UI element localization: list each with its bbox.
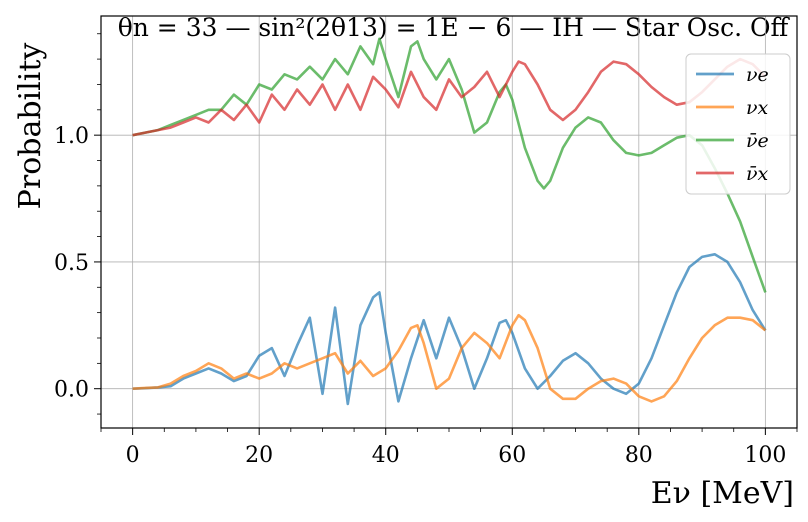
y-tick-label: 0.5 [54, 251, 89, 276]
legend: νe νx ν̄e ν̄x [685, 53, 791, 195]
legend-label: νe [746, 64, 769, 86]
x-tick-label: 0 [126, 443, 140, 468]
legend-label: νx [746, 97, 769, 119]
legend-label: ν̄x [746, 163, 769, 185]
x-tick-label: 100 [744, 443, 786, 468]
series-line [132, 313, 767, 403]
chart-title: θn = 33 — sin²(2θ13) = 1E − 6 — IH — Sta… [118, 13, 791, 42]
x-tick-label: 80 [625, 443, 653, 468]
series-lines [132, 37, 767, 406]
x-tick-label: 60 [498, 443, 526, 468]
series-line [132, 253, 767, 406]
y-tick-label: 0.0 [54, 378, 89, 403]
x-tick-label: 40 [372, 443, 400, 468]
plot-frame [100, 15, 798, 429]
legend-box [685, 53, 791, 195]
series-line [132, 37, 767, 293]
x-axis-label: Eν [MeV] [651, 476, 794, 511]
y-tick-label: 1.0 [54, 124, 89, 149]
series-line [132, 57, 767, 137]
axis-ticks: 0 20 40 60 80 100 0.0 0.5 1.0 [54, 33, 798, 468]
y-axis-label: Probability [13, 43, 48, 210]
x-tick-label: 20 [245, 443, 273, 468]
legend-label: ν̄e [746, 130, 769, 152]
